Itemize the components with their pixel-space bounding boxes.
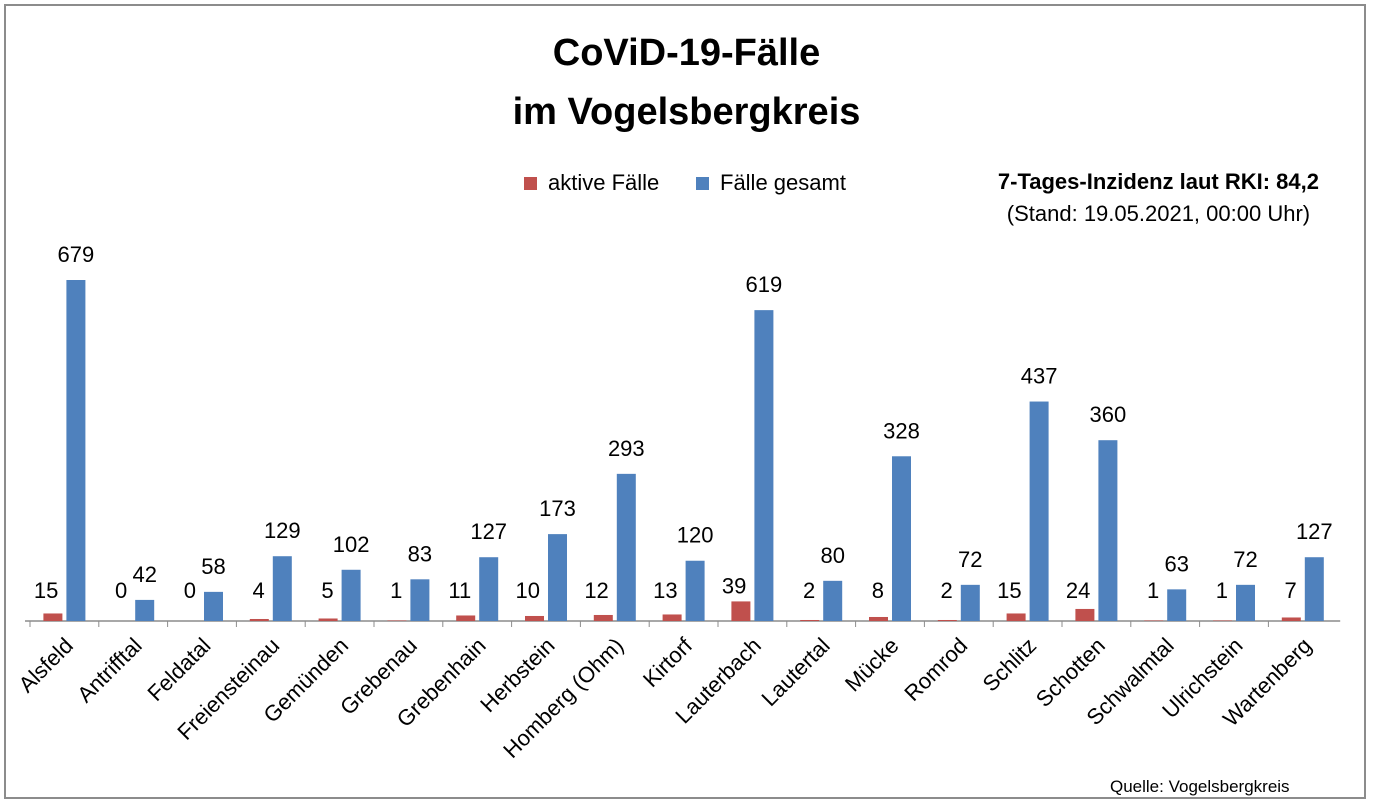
bar-gesamt <box>823 580 843 621</box>
data-label-gesamt: 173 <box>539 496 576 521</box>
bar-gesamt <box>1304 557 1324 621</box>
data-label-gesamt: 360 <box>1090 402 1127 427</box>
incidence-date: (Stand: 19.05.2021, 00:00 Uhr) <box>1006 201 1311 226</box>
data-label-aktive: 39 <box>722 573 746 598</box>
bar-gesamt <box>272 556 292 621</box>
bar-gesamt <box>135 599 155 621</box>
data-label-gesamt: 437 <box>1021 364 1058 389</box>
chart-title-line-1: CoViD-19-Fälle <box>552 32 821 74</box>
data-label-aktive: 0 <box>184 578 196 603</box>
source-note: Quelle: Vogelsbergkreis <box>1110 777 1290 796</box>
bar-gesamt <box>616 473 636 621</box>
data-label-gesamt: 293 <box>608 436 645 461</box>
legend-label-aktive: aktive Fälle <box>548 170 660 195</box>
data-label-aktive: 0 <box>115 578 127 603</box>
data-label-gesamt: 120 <box>677 523 714 548</box>
data-label-aktive: 1 <box>390 578 402 603</box>
data-label-gesamt: 72 <box>1233 547 1257 572</box>
bar-gesamt <box>754 310 774 621</box>
data-label-aktive: 4 <box>253 578 265 603</box>
bar-gesamt <box>1029 401 1049 621</box>
data-label-gesamt: 42 <box>132 562 156 587</box>
legend-swatch-gesamt <box>696 177 709 190</box>
bar-aktive <box>249 618 269 621</box>
bar-aktive <box>387 620 407 621</box>
category-label: Lautertal <box>757 633 835 711</box>
bar-aktive <box>869 616 888 621</box>
bar-gesamt <box>66 280 86 621</box>
data-label-gesamt: 129 <box>264 518 301 543</box>
data-label-aktive: 1 <box>1216 578 1228 603</box>
bar-aktive <box>1281 617 1301 621</box>
bar-aktive <box>800 619 820 621</box>
bar-aktive <box>1075 608 1095 621</box>
data-label-aktive: 10 <box>516 578 540 603</box>
bar-gesamt <box>410 579 430 621</box>
bar-aktive <box>593 614 613 621</box>
data-label-aktive: 11 <box>448 578 471 603</box>
bar-gesamt <box>479 557 499 621</box>
data-label-aktive: 2 <box>803 578 815 603</box>
data-label-aktive: 5 <box>321 578 333 603</box>
data-label-gesamt: 102 <box>333 532 370 557</box>
data-label-aktive: 13 <box>653 578 677 603</box>
bar-gesamt <box>685 560 705 621</box>
data-label-gesamt: 328 <box>883 418 920 443</box>
category-label: Alsfeld <box>14 633 78 697</box>
bar-aktive <box>1144 620 1164 621</box>
bar-aktive <box>1006 613 1026 621</box>
bar-gesamt <box>204 591 223 621</box>
data-label-gesamt: 127 <box>470 519 507 544</box>
bar-aktive <box>318 618 338 621</box>
category-label: Kirtorf <box>638 632 698 692</box>
data-label-gesamt: 80 <box>820 543 844 568</box>
chart-frame <box>4 4 1366 799</box>
data-label-gesamt: 679 <box>58 242 95 267</box>
bar-aktive <box>43 613 63 621</box>
chart-title-line-2: im Vogelsbergkreis <box>512 91 861 133</box>
category-label: Schlitz <box>978 633 1041 696</box>
bar-aktive <box>456 615 476 621</box>
bar-gesamt <box>1098 440 1118 621</box>
data-label-aktive: 7 <box>1285 578 1297 603</box>
bar-aktive <box>731 601 751 621</box>
data-label-gesamt: 83 <box>408 541 432 566</box>
bar-aktive <box>525 615 544 621</box>
data-label-aktive: 8 <box>872 578 884 603</box>
bar-gesamt <box>1236 584 1255 621</box>
bar-gesamt <box>960 584 980 621</box>
bar-gesamt <box>548 534 567 621</box>
data-label-gesamt: 58 <box>201 554 225 579</box>
category-label: Mücke <box>840 633 903 696</box>
data-label-aktive: 12 <box>584 578 608 603</box>
category-label: Romrod <box>899 633 972 706</box>
data-label-gesamt: 127 <box>1296 519 1333 544</box>
bar-aktive <box>1213 620 1232 621</box>
bar-gesamt <box>1167 589 1187 621</box>
category-label: Antrifftal <box>72 633 146 707</box>
bar-aktive <box>662 614 682 621</box>
data-label-gesamt: 619 <box>746 272 783 297</box>
data-label-aktive: 2 <box>941 578 953 603</box>
data-label-aktive: 1 <box>1147 578 1159 603</box>
category-label: Homberg (Ohm) <box>498 633 628 763</box>
data-label-gesamt: 63 <box>1164 551 1188 576</box>
data-label-aktive: 15 <box>34 578 58 603</box>
data-label-aktive: 24 <box>1066 578 1090 603</box>
incidence-value: 7-Tages-Inzidenz laut RKI: 84,2 <box>997 169 1319 194</box>
bar-aktive <box>937 619 957 621</box>
bar-gesamt <box>341 569 361 621</box>
data-label-gesamt: 72 <box>958 547 982 572</box>
legend-swatch-aktive <box>524 177 537 190</box>
bar-gesamt <box>892 456 911 621</box>
incidence-annotation: 7-Tages-Inzidenz laut RKI: 84,2 (Stand: … <box>998 166 1319 230</box>
legend-label-gesamt: Fälle gesamt <box>720 170 846 195</box>
data-label-aktive: 15 <box>997 578 1021 603</box>
